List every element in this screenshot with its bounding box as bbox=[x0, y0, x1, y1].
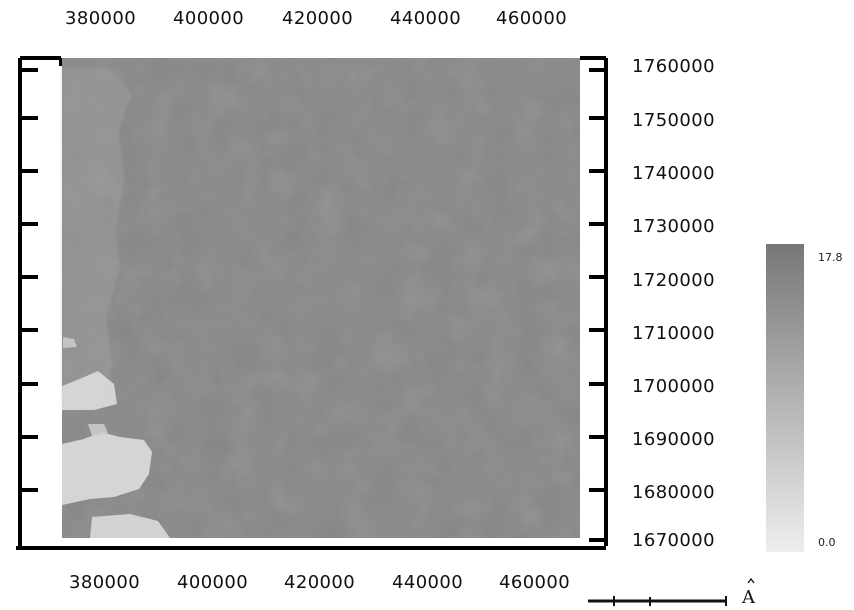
scale-bar-ticks bbox=[613, 596, 727, 606]
north-arrow: A bbox=[741, 577, 756, 608]
y-tick-1750000: 1750000 bbox=[632, 110, 715, 131]
y-tick-1720000: 1720000 bbox=[632, 270, 715, 291]
legend-gradient-bar bbox=[766, 244, 804, 552]
raster-light-patch-mid bbox=[62, 432, 152, 505]
x-tick-top-400000: 400000 bbox=[173, 8, 244, 29]
legend-min-label: 0.0 bbox=[818, 536, 836, 549]
legend-max-label: 17.8 bbox=[818, 251, 843, 264]
y-tick-1690000: 1690000 bbox=[632, 429, 715, 450]
frame-white-left-strip bbox=[20, 58, 62, 546]
north-arrow-icon bbox=[747, 577, 755, 584]
x-tick-bottom-400000: 400000 bbox=[177, 572, 248, 593]
right-ticks bbox=[589, 68, 606, 542]
scale-bar bbox=[588, 596, 727, 606]
map-frame bbox=[16, 56, 608, 550]
x-tick-bottom-420000: 420000 bbox=[284, 572, 355, 593]
raster-image bbox=[62, 58, 580, 538]
raster-light-speckles bbox=[63, 337, 108, 436]
y-tick-1670000: 1670000 bbox=[632, 530, 715, 551]
x-tick-top-460000: 460000 bbox=[496, 8, 567, 29]
map-ticks bbox=[20, 68, 606, 542]
x-tick-top-440000: 440000 bbox=[390, 8, 461, 29]
raster-left-light-band bbox=[62, 68, 132, 404]
x-tick-bottom-440000: 440000 bbox=[392, 572, 463, 593]
y-tick-1740000: 1740000 bbox=[632, 163, 715, 184]
y-tick-1730000: 1730000 bbox=[632, 216, 715, 237]
left-ticks bbox=[20, 68, 38, 492]
legend: 17.8 0.0 bbox=[766, 244, 843, 552]
y-tick-1760000: 1760000 bbox=[632, 56, 715, 77]
x-tick-bottom-380000: 380000 bbox=[69, 572, 140, 593]
north-arrow-label: A bbox=[741, 587, 756, 608]
y-tick-1700000: 1700000 bbox=[632, 376, 715, 397]
frame-top-border bbox=[20, 56, 606, 66]
x-tick-top-380000: 380000 bbox=[65, 8, 136, 29]
raster-light-patch-upper bbox=[62, 371, 117, 410]
y-tick-1710000: 1710000 bbox=[632, 323, 715, 344]
x-tick-bottom-460000: 460000 bbox=[499, 572, 570, 593]
y-tick-1680000: 1680000 bbox=[632, 482, 715, 503]
raster-light-patch-lower bbox=[90, 514, 170, 538]
x-tick-top-420000: 420000 bbox=[282, 8, 353, 29]
